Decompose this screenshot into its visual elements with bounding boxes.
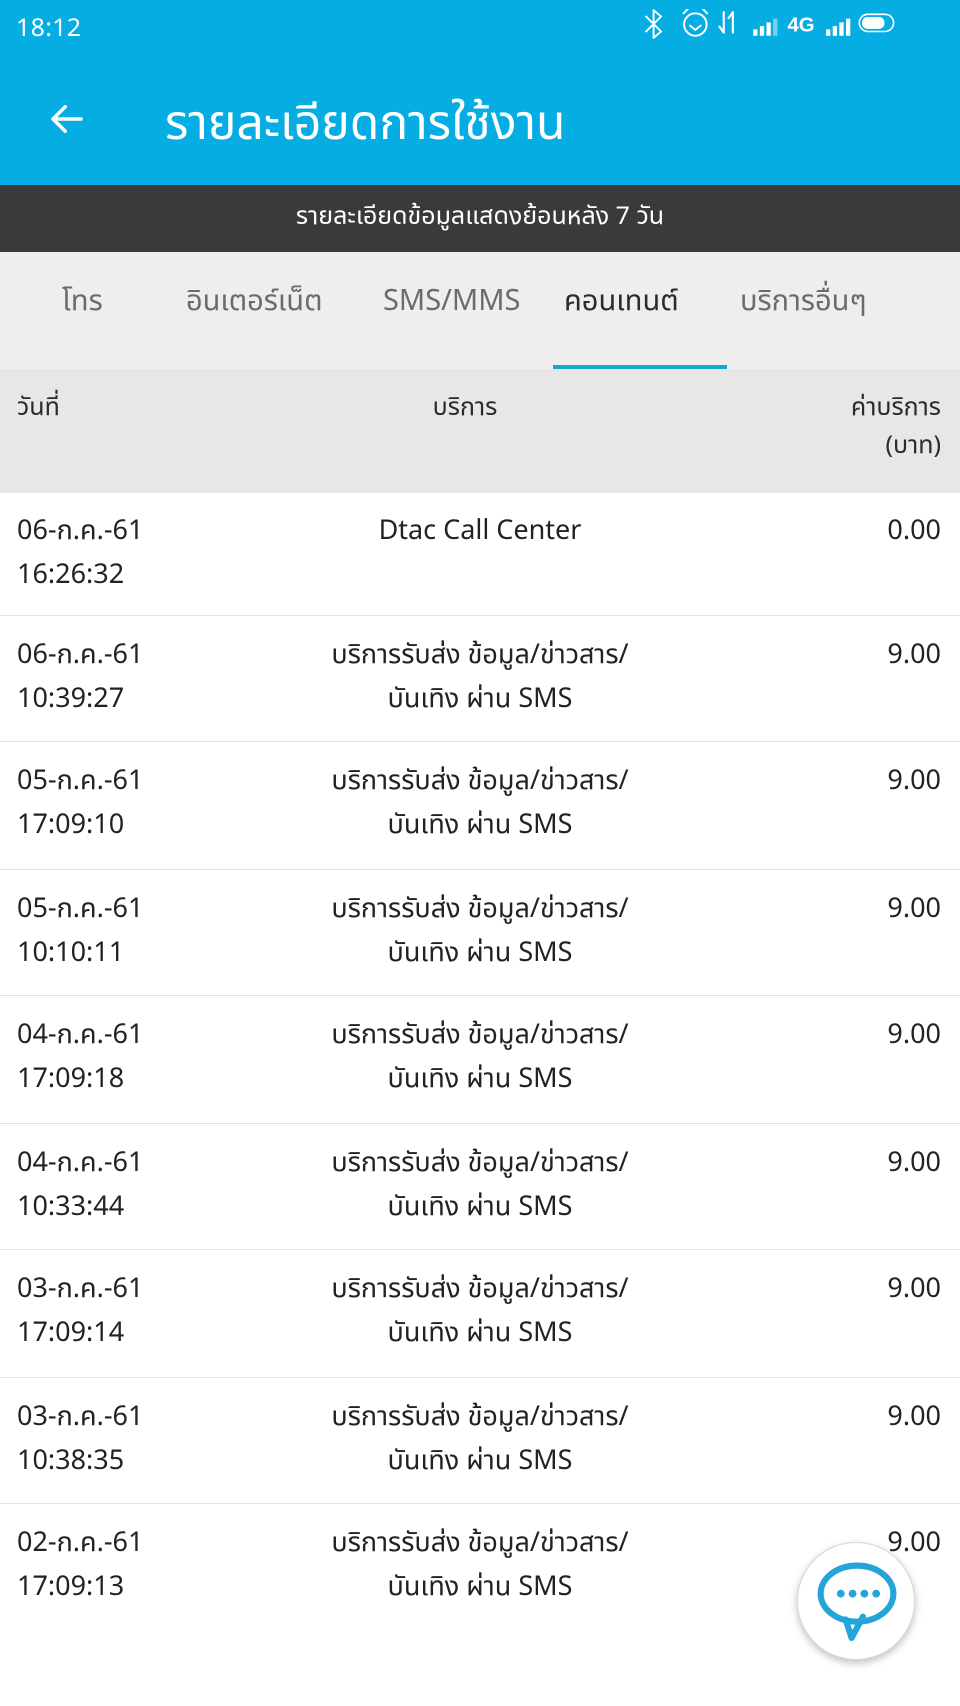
svg-text:4G: 4G (788, 15, 815, 37)
